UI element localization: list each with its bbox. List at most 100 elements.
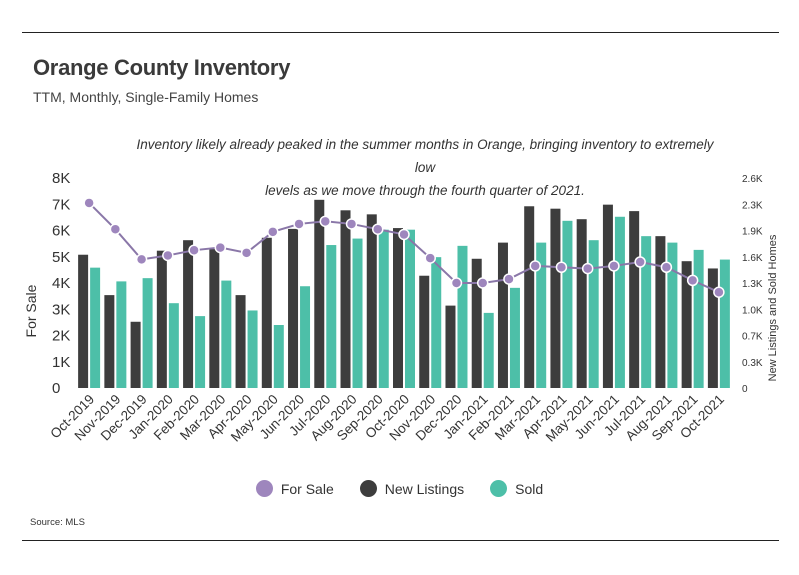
left-tick-label: 7K	[52, 196, 70, 213]
left-tick-label: 3K	[52, 301, 70, 318]
legend-swatch	[255, 480, 273, 497]
for-sale-point	[713, 286, 725, 298]
sold-bar	[326, 245, 337, 388]
for-sale-point	[476, 277, 489, 289]
left-axis-ticks: 0 1K 2K 3K 4K 5K 6K 7K 8K	[52, 170, 70, 397]
chart-subtitle: TTM, Monthly, Single-Family Homes	[33, 89, 259, 105]
legend-label: Sold	[515, 480, 544, 497]
left-tick-label: 0	[52, 380, 60, 397]
chart-title: Orange County Inventory	[33, 55, 291, 80]
for-sale-point	[398, 228, 410, 241]
sold-bar	[483, 312, 494, 388]
for-sale-point	[581, 262, 594, 275]
for-sale-point	[293, 218, 305, 230]
right-axis-ticks: 0 0.3K 0.7K 1.0K 1.3K 1.6K 1.9K 2.3K 2.6K	[742, 174, 763, 395]
sold-bar	[90, 267, 101, 388]
for-sale-point	[424, 252, 436, 264]
annotation-line-2: levels as we move through the fourth qua…	[265, 183, 585, 198]
right-tick-label: 0	[742, 384, 748, 395]
bar-marks	[78, 199, 730, 388]
for-sale-point	[319, 215, 332, 228]
annotation-line-1: Inventory likely already peaked in the s…	[136, 137, 714, 175]
new-listings-bar	[445, 305, 456, 388]
right-tick-label: 1.6K	[742, 253, 763, 264]
new-listings-bar	[419, 275, 430, 388]
right-tick-label: 1.3K	[742, 279, 763, 290]
sold-bar	[405, 229, 415, 388]
for-sale-point	[634, 256, 646, 268]
left-tick-label: 5K	[52, 249, 70, 266]
new-listings-bar	[576, 219, 587, 388]
sold-bar	[168, 303, 179, 388]
new-listings-bar	[393, 228, 403, 388]
sold-bar	[509, 287, 520, 388]
new-listings-bar	[235, 295, 246, 388]
for-sale-point	[214, 241, 227, 254]
for-sale-point	[83, 197, 95, 209]
sold-bar	[352, 238, 363, 388]
sold-bar	[667, 242, 678, 388]
sold-bar	[116, 281, 127, 388]
right-tick-label: 0.3K	[742, 358, 763, 369]
for-sale-point	[188, 244, 200, 256]
legend-item: New Listings	[359, 480, 465, 497]
sold-bar	[431, 257, 442, 388]
left-axis-label: For Sale	[23, 284, 39, 337]
left-tick-label: 8K	[52, 170, 70, 187]
new-listings-bar	[261, 237, 272, 388]
sold-bar	[614, 216, 625, 388]
left-tick-label: 2K	[52, 328, 70, 345]
right-tick-label: 0.7K	[742, 332, 763, 343]
sold-bar	[719, 259, 730, 388]
right-tick-label: 1.0K	[742, 305, 763, 316]
for-sale-point	[162, 249, 174, 262]
sold-bar	[273, 325, 284, 388]
for-sale-point	[372, 223, 384, 235]
for-sale-point	[660, 261, 673, 273]
sold-bar	[457, 245, 468, 388]
new-listings-bar	[130, 321, 141, 388]
sold-bar	[247, 310, 258, 388]
new-listings-bar	[524, 206, 535, 388]
for-sale-point	[240, 247, 253, 259]
left-tick-label: 4K	[52, 275, 70, 292]
new-listings-bar	[707, 268, 718, 388]
sold-bar	[378, 229, 389, 388]
for-sale-point	[267, 226, 279, 238]
right-tick-label: 2.3K	[742, 200, 763, 211]
sold-bar	[536, 242, 547, 388]
sold-bar	[588, 240, 599, 388]
for-sale-point	[450, 277, 463, 289]
top-rule	[22, 32, 779, 33]
new-listings-bar	[550, 208, 561, 388]
sold-bar	[641, 236, 652, 388]
for-sale-point	[529, 260, 541, 272]
for-sale-point	[608, 260, 620, 272]
for-sale-point	[345, 218, 358, 230]
chart-legend: For Sale New Listings Sold	[0, 480, 799, 497]
new-listings-bar	[629, 211, 640, 388]
chart-annotation: Inventory likely already peaked in the s…	[130, 133, 720, 202]
sold-bar	[693, 249, 704, 388]
left-tick-label: 1K	[52, 354, 70, 371]
new-listings-bar	[104, 295, 115, 388]
legend-swatch	[359, 480, 377, 497]
sold-bar	[221, 280, 232, 388]
sold-bar	[562, 220, 573, 388]
for-sale-point	[686, 274, 699, 287]
source-note: Source: MLS	[30, 517, 85, 528]
bottom-rule	[22, 540, 779, 541]
sold-bar	[300, 286, 311, 388]
new-listings-bar	[655, 236, 666, 388]
legend-swatch	[490, 480, 508, 497]
new-listings-bar	[183, 240, 194, 388]
sold-bar	[195, 316, 206, 388]
sold-bar	[142, 278, 153, 388]
legend-label: New Listings	[384, 480, 465, 497]
legend-item: For Sale	[255, 480, 334, 497]
right-tick-label: 2.6K	[742, 174, 763, 185]
for-sale-point	[503, 273, 515, 285]
new-listings-bar	[78, 254, 89, 388]
right-axis-label: New Listings and Sold Homes	[767, 234, 779, 381]
